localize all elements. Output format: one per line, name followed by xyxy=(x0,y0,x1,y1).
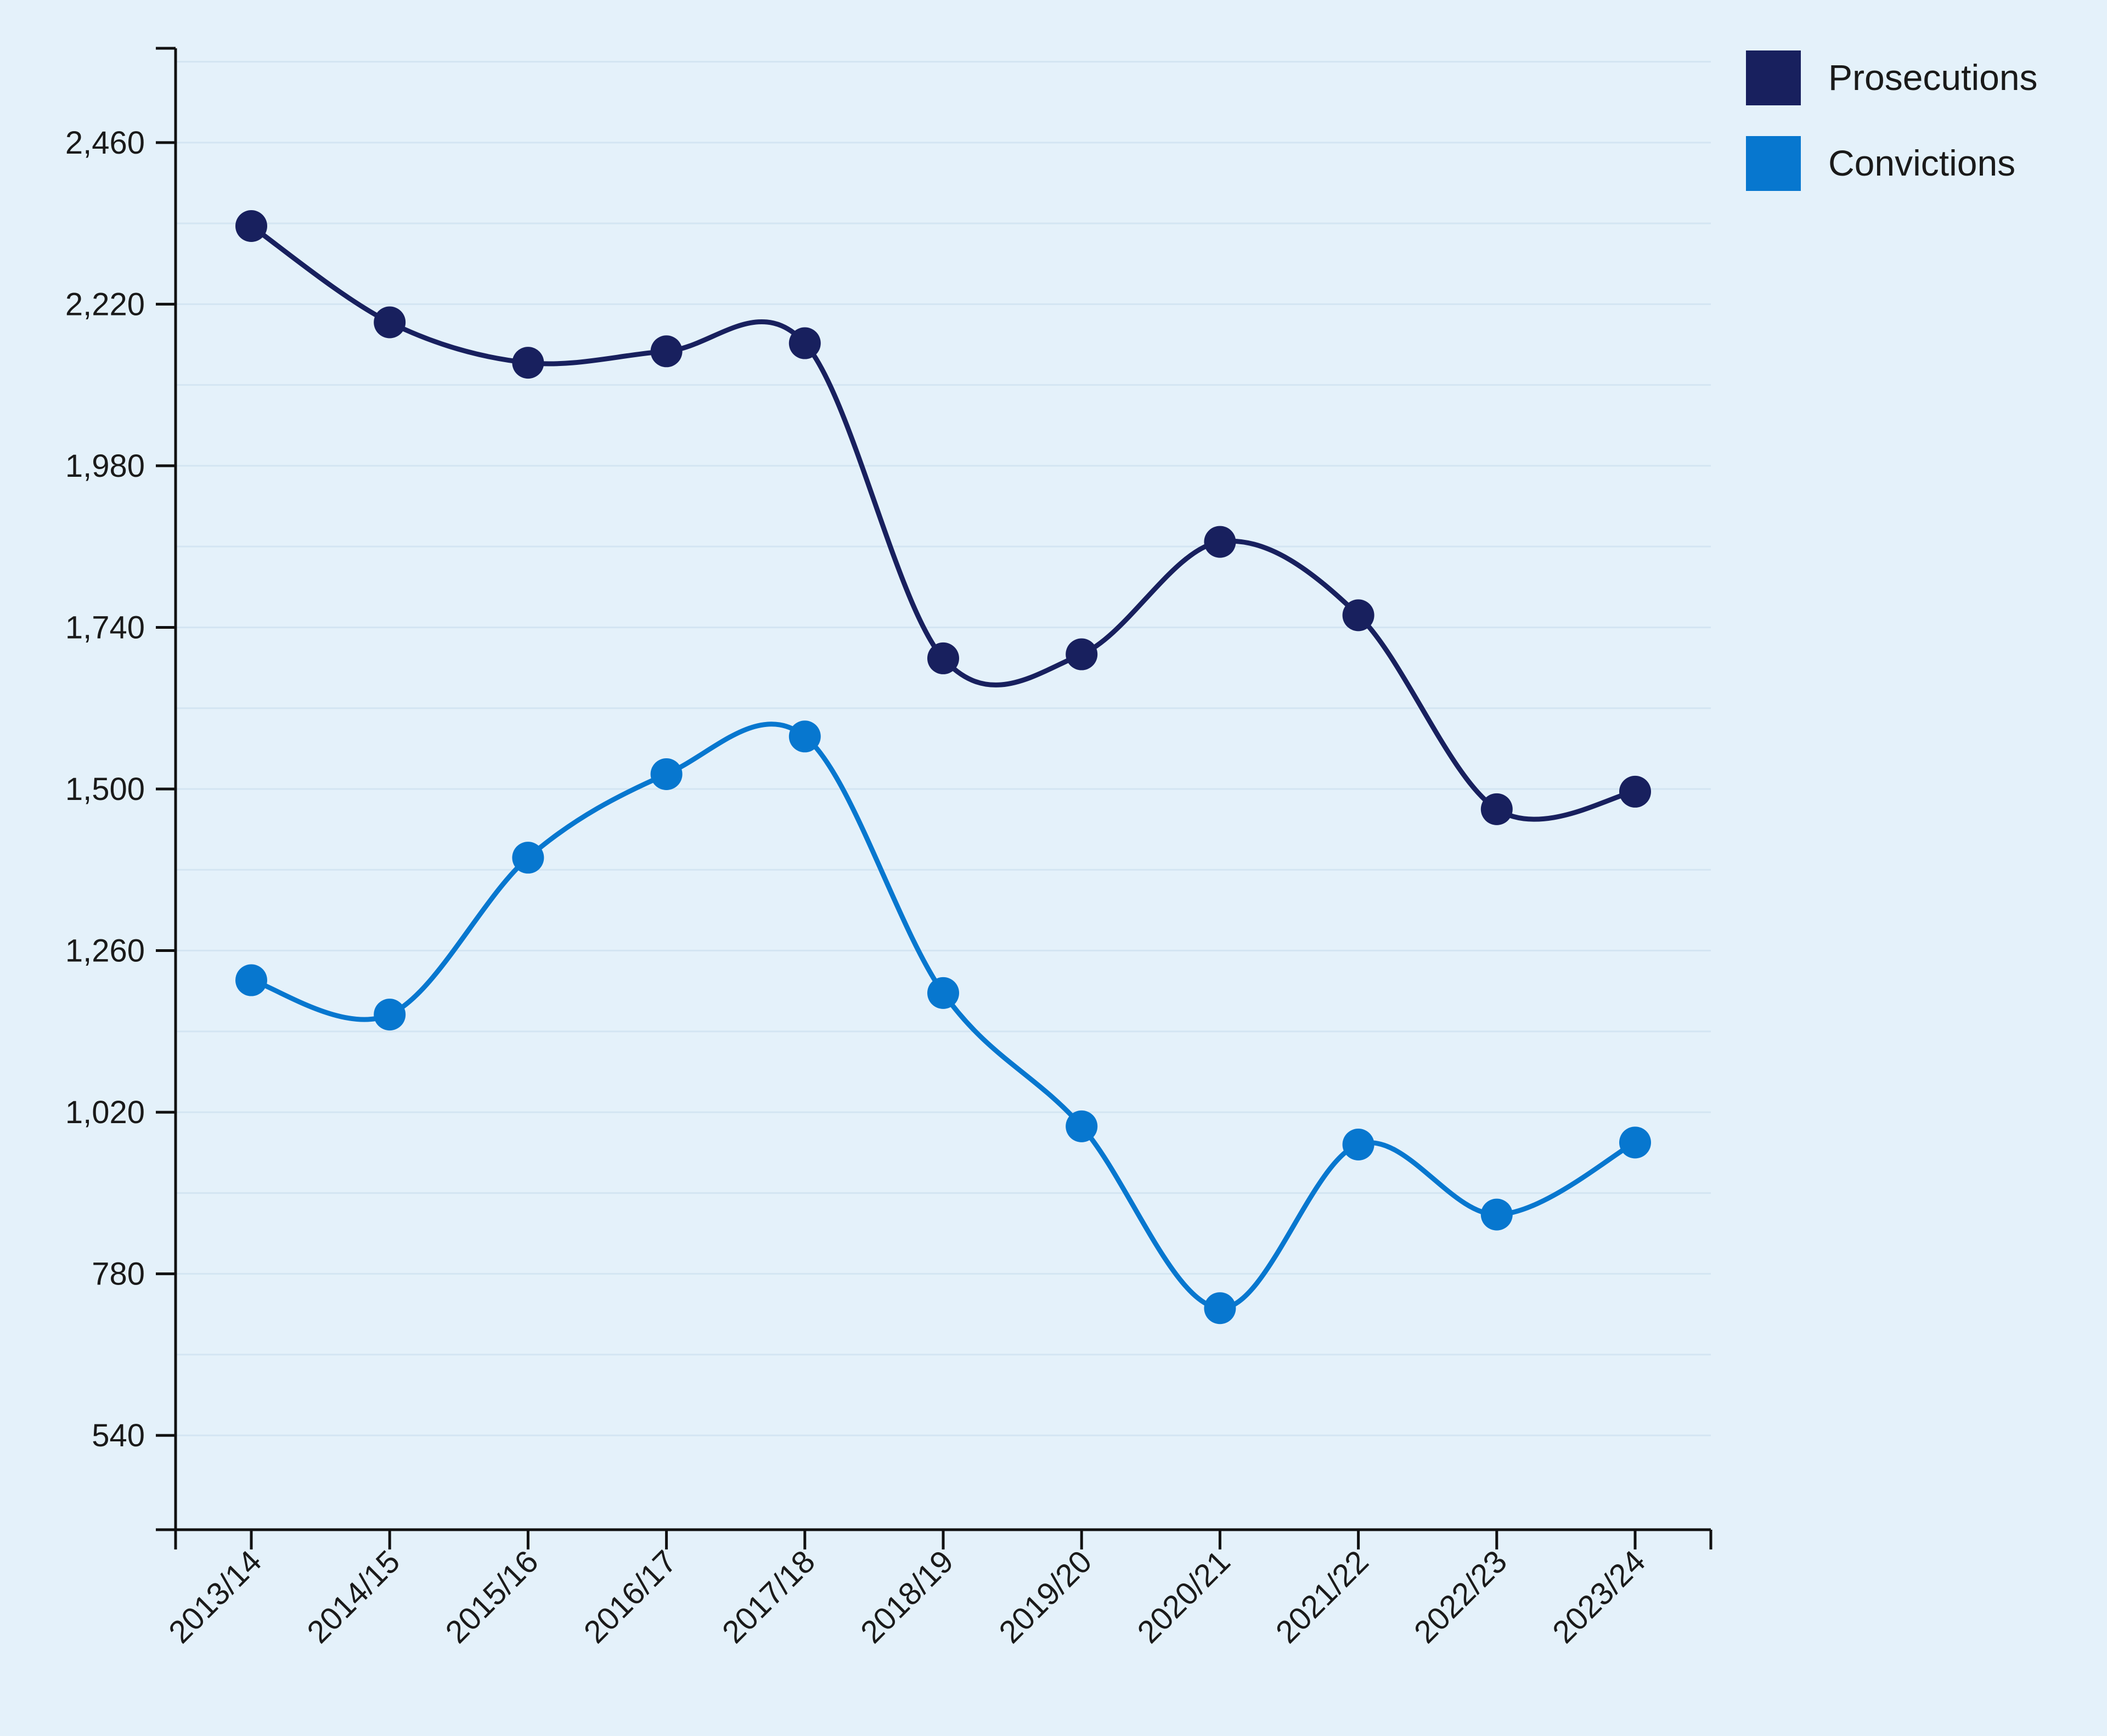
data-point-prosecutions xyxy=(1066,638,1098,670)
y-tick-label: 1,020 xyxy=(65,1095,145,1130)
data-point-convictions xyxy=(235,964,267,996)
data-point-convictions xyxy=(1204,1292,1236,1324)
data-point-prosecutions xyxy=(1342,599,1374,632)
gridlines xyxy=(176,61,1711,1436)
y-tick-label: 2,460 xyxy=(65,125,145,161)
data-point-prosecutions xyxy=(650,335,683,368)
data-point-convictions xyxy=(1066,1110,1098,1142)
data-point-convictions xyxy=(650,758,683,790)
data-point-convictions xyxy=(1342,1129,1374,1160)
series-convictions xyxy=(235,720,1651,1324)
data-point-prosecutions xyxy=(1204,526,1236,558)
y-tick-label: 2,220 xyxy=(65,286,145,322)
data-point-prosecutions xyxy=(927,642,959,674)
data-point-convictions xyxy=(374,999,406,1031)
y-tick-label: 780 xyxy=(92,1256,145,1292)
data-point-prosecutions xyxy=(788,327,821,359)
y-tick-label: 1,740 xyxy=(65,610,145,645)
data-point-convictions xyxy=(1480,1198,1513,1231)
legend: Prosecutions Convictions xyxy=(1746,50,2038,191)
series-group xyxy=(235,210,1651,1324)
data-point-prosecutions xyxy=(512,347,544,379)
data-point-prosecutions xyxy=(1480,793,1513,825)
data-point-prosecutions xyxy=(1619,775,1651,808)
legend-label: Convictions xyxy=(1828,143,2015,183)
series-prosecutions xyxy=(235,210,1651,825)
data-point-convictions xyxy=(927,977,959,1009)
y-tick-label: 1,500 xyxy=(65,771,145,807)
data-point-convictions xyxy=(788,720,821,753)
legend-label: Prosecutions xyxy=(1828,57,2038,98)
data-point-convictions xyxy=(512,842,544,874)
data-point-prosecutions xyxy=(374,306,406,339)
y-tick-label: 1,260 xyxy=(65,933,145,969)
y-tick-label: 540 xyxy=(92,1418,145,1453)
data-point-prosecutions xyxy=(235,210,267,242)
data-point-convictions xyxy=(1619,1126,1651,1159)
legend-swatch xyxy=(1746,136,1801,191)
y-tick-label: 1,980 xyxy=(65,448,145,484)
legend-swatch xyxy=(1746,50,1801,105)
y-axis-ticks: 540 780 1,020 1,260 1,500 1,740 1,980 2,220 2,46… xyxy=(65,125,176,1453)
